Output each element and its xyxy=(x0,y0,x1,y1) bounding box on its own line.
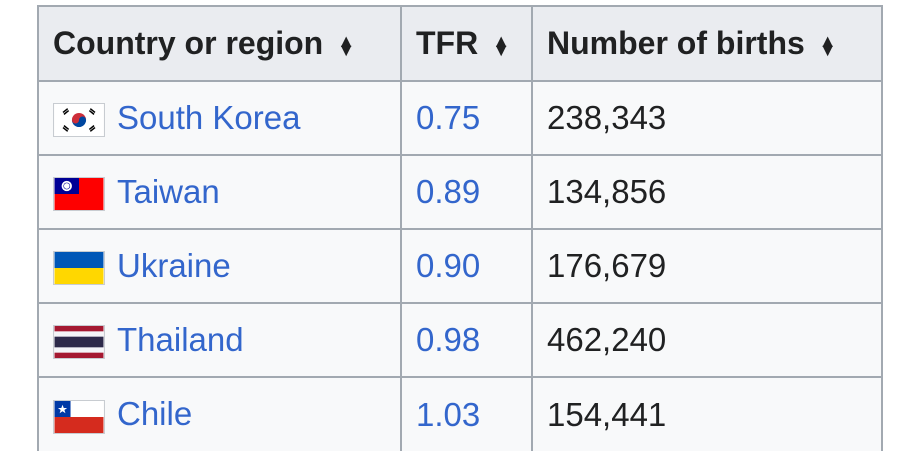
table-row: Chile 1.03 154,441 xyxy=(37,376,883,451)
births-cell: 462,240 xyxy=(531,302,883,378)
header-number-of-births[interactable]: Number of births ▲ ▼ xyxy=(531,5,883,82)
country-cell: South Korea xyxy=(37,80,402,156)
births-cell: 134,856 xyxy=(531,154,883,230)
flag-south-korea-icon[interactable] xyxy=(53,103,105,138)
table-row: South Korea 0.75 238,343 xyxy=(37,80,883,156)
births-cell: 176,679 xyxy=(531,228,883,304)
country-cell: Chile xyxy=(37,376,402,451)
tfr-link[interactable]: 0.89 xyxy=(416,173,481,210)
sort-icon[interactable]: ▲ ▼ xyxy=(337,30,356,60)
flag-chile-icon[interactable] xyxy=(53,399,105,434)
sort-icon[interactable]: ▲ ▼ xyxy=(492,30,511,60)
country-link-south-korea[interactable]: South Korea xyxy=(117,98,301,136)
country-cell: Thailand xyxy=(37,302,402,378)
births-cell: 154,441 xyxy=(531,376,883,451)
tfr-link[interactable]: 0.75 xyxy=(416,99,481,136)
flag-thailand-icon[interactable] xyxy=(53,325,105,360)
country-link-chile[interactable]: Chile xyxy=(117,395,193,433)
header-label: Country or region xyxy=(53,25,324,61)
header-label: TFR xyxy=(416,25,479,61)
sort-icon[interactable]: ▲ ▼ xyxy=(818,30,837,60)
header-label: Number of births xyxy=(547,25,805,61)
table-row: Taiwan 0.89 134,856 xyxy=(37,154,883,230)
country-cell: Ukraine xyxy=(37,228,402,304)
tfr-cell: 0.75 xyxy=(400,80,533,156)
country-cell: Taiwan xyxy=(37,154,402,230)
country-link-thailand[interactable]: Thailand xyxy=(117,320,244,358)
tfr-cell: 0.98 xyxy=(400,302,533,378)
country-link-taiwan[interactable]: Taiwan xyxy=(117,172,220,210)
births-cell: 238,343 xyxy=(531,80,883,156)
header-tfr[interactable]: TFR ▲ ▼ xyxy=(400,5,533,82)
tfr-cell: 0.90 xyxy=(400,228,533,304)
header-country-or-region[interactable]: Country or region ▲ ▼ xyxy=(37,5,402,82)
flag-taiwan-icon[interactable] xyxy=(53,177,105,212)
tfr-cell: 1.03 xyxy=(400,376,533,451)
table-row: Ukraine 0.90 176,679 xyxy=(37,228,883,304)
country-link-ukraine[interactable]: Ukraine xyxy=(117,246,231,284)
tfr-link[interactable]: 0.90 xyxy=(416,247,481,284)
table-header-row: Country or region ▲ ▼ TFR ▲ ▼ Number of birt… xyxy=(37,5,883,82)
flag-ukraine-icon[interactable] xyxy=(53,251,105,286)
tfr-cell: 0.89 xyxy=(400,154,533,230)
tfr-link[interactable]: 1.03 xyxy=(416,395,481,433)
tfr-link[interactable]: 0.98 xyxy=(416,321,481,358)
table-row: Thailand 0.98 462,240 xyxy=(37,302,883,378)
fertility-rate-table: Country or region ▲ ▼ TFR ▲ ▼ Number of birt… xyxy=(37,5,883,451)
